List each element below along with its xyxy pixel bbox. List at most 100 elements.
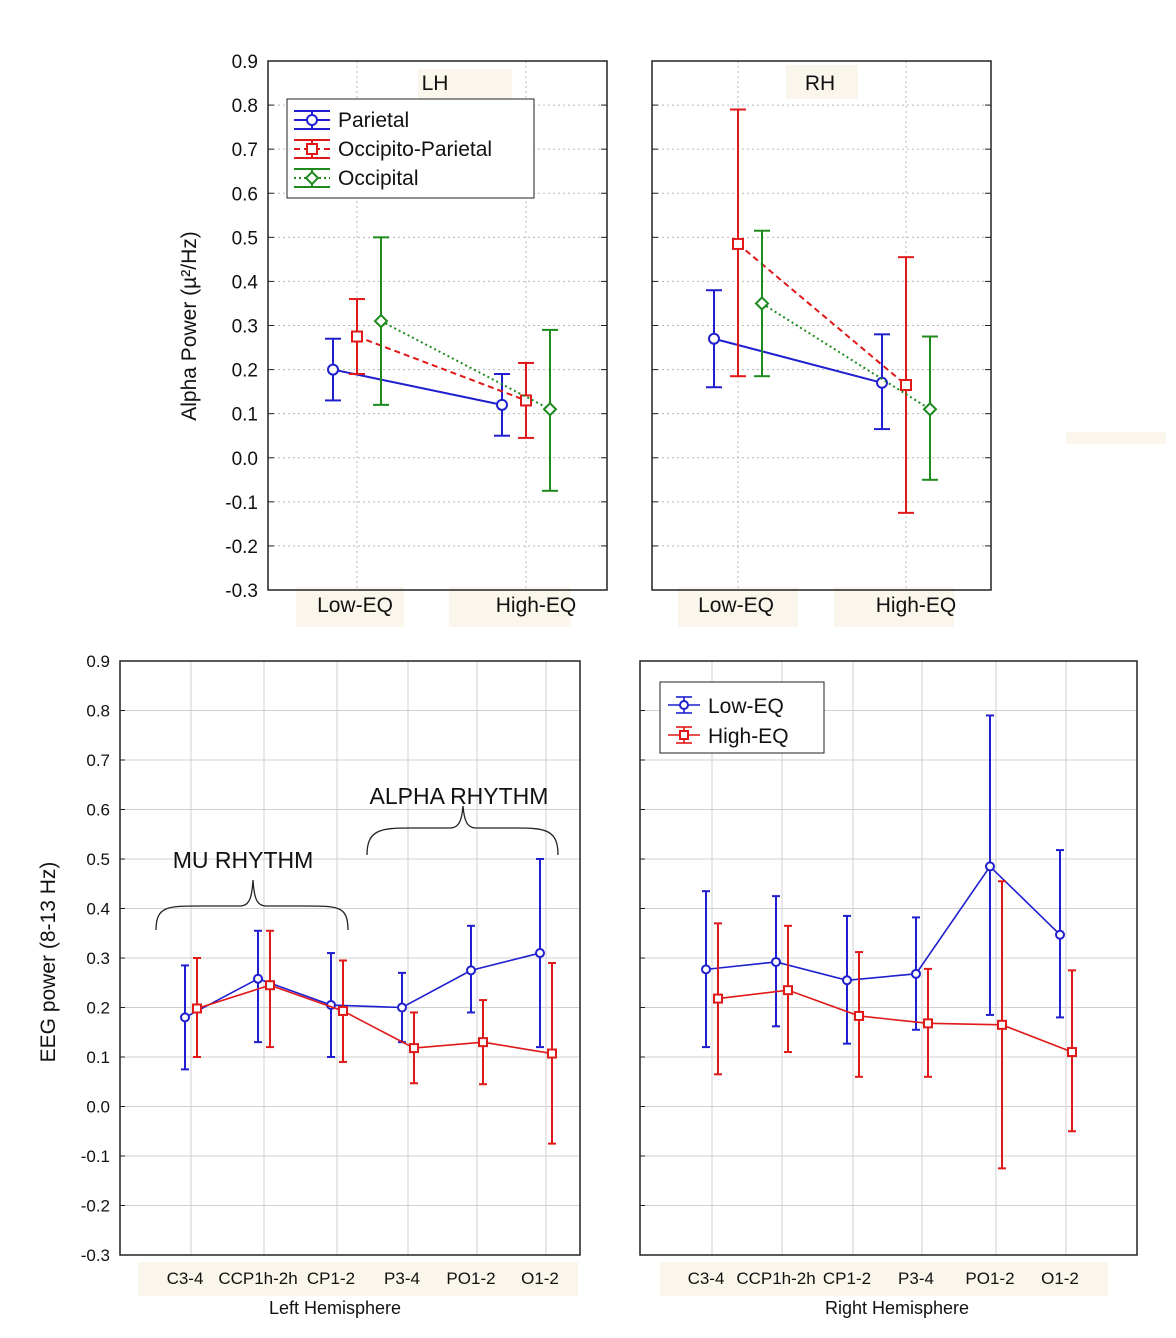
series-line: [380, 320, 551, 411]
panel-right-hemisphere: C3-4 CCP1h-2h CP1-2 P3-4 PO1-2 O1-2 Right Hemi…: [639, 660, 1138, 1318]
data-point: [922, 401, 938, 417]
legend-marker: [679, 700, 689, 710]
series-line: [761, 302, 931, 411]
data-point: [466, 965, 476, 976]
x-category-label: C3-4: [167, 1269, 204, 1288]
data-point: [911, 968, 921, 979]
data-point: [265, 980, 275, 991]
series-line: [713, 337, 883, 384]
y-tick-label: 0.4: [232, 272, 259, 293]
y-tick-label: 0.2: [232, 361, 258, 382]
x-axis-label: Right Hemisphere: [825, 1298, 969, 1318]
series-low-eq: [180, 858, 545, 1071]
y-tick-label: 0.1: [232, 405, 258, 426]
data-point: [923, 1018, 933, 1029]
x-category-label: CCP1h-2h: [736, 1269, 815, 1288]
series-occipito-parietal: [730, 108, 914, 514]
label-background: [418, 69, 512, 99]
legend-marker: [679, 730, 689, 740]
y-axis-label: Alpha Power (µ²/Hz): [178, 231, 201, 420]
series-line: [196, 984, 553, 1055]
legend-marker: [304, 170, 320, 186]
series-line: [705, 865, 1061, 982]
annotation-alpha-rhythm: ALPHA RHYTHM: [370, 783, 549, 809]
y-tick-label: -0.3: [225, 581, 258, 602]
y-tick-label: 0.7: [86, 751, 110, 770]
series-line: [356, 335, 527, 402]
y-tick-label: -0.3: [81, 1246, 110, 1265]
x-category-label: High-EQ: [876, 594, 957, 617]
y-tick-label: 0.5: [86, 850, 110, 869]
legend-label: Low-EQ: [708, 695, 784, 718]
x-axis-label: Left Hemisphere: [269, 1298, 401, 1318]
data-point: [771, 956, 781, 967]
label-background: [449, 587, 571, 627]
y-tick-label: 0.4: [86, 900, 110, 919]
series-parietal: [325, 337, 510, 437]
x-category-label: PO1-2: [965, 1269, 1014, 1288]
y-tick-label: 0.2: [86, 999, 110, 1018]
label-background: [138, 1262, 578, 1296]
legend-item: Occipito-Parietal: [294, 138, 492, 161]
y-tick-label: 0.1: [86, 1048, 110, 1067]
legend-item: High-EQ: [668, 725, 789, 748]
data-point: [478, 1037, 488, 1048]
series-parietal: [706, 289, 890, 431]
data-point: [842, 975, 852, 986]
y-axis-label: EEG power (8-13 Hz): [37, 862, 60, 1063]
y-tick-label: 0.8: [232, 96, 258, 117]
series-line: [737, 243, 907, 386]
x-category-label: C3-4: [688, 1269, 725, 1288]
data-point: [783, 985, 793, 996]
data-point: [854, 1010, 864, 1021]
label-background: [296, 587, 404, 627]
panel-title: RH: [805, 72, 835, 95]
series-low-eq: [701, 714, 1065, 1049]
label-background: [786, 65, 858, 99]
data-point: [985, 861, 995, 872]
data-point: [1055, 929, 1065, 940]
data-point: [373, 313, 389, 329]
x-category-label: O1-2: [1041, 1269, 1079, 1288]
y-tick-label: -0.1: [225, 493, 258, 514]
data-point: [754, 296, 770, 311]
y-tick-label: 0.5: [232, 228, 258, 249]
label-background: [834, 587, 954, 627]
data-point: [713, 993, 723, 1004]
y-tick-label: 0.3: [232, 317, 258, 338]
data-point: [708, 332, 720, 345]
x-category-label: O1-2: [521, 1269, 559, 1288]
annotations: MU RHYTHM ALPHA RHYTHM: [155, 783, 559, 931]
y-tick-label: 0.8: [86, 702, 110, 721]
legend-label: Occipito-Parietal: [338, 138, 492, 161]
y-tick-label: -0.1: [81, 1147, 110, 1166]
legend-label: Occipital: [338, 167, 419, 190]
legend-label: High-EQ: [708, 725, 789, 748]
x-category-label: P3-4: [898, 1269, 934, 1288]
y-tick-label: 0.6: [232, 184, 258, 205]
series-occipital: [754, 229, 938, 481]
x-category-label: High-EQ: [496, 594, 577, 617]
label-background: [660, 1262, 1108, 1296]
panel-title: LH: [422, 72, 449, 95]
data-point: [180, 1012, 190, 1023]
legend-item: Occipital: [294, 167, 419, 190]
x-category-label: Low-EQ: [698, 594, 774, 617]
data-point: [900, 379, 912, 392]
y-tick-label: 0.0: [232, 449, 258, 470]
label-background: [1066, 432, 1166, 444]
legend-item: Low-EQ: [668, 695, 784, 718]
data-point: [701, 964, 711, 975]
error-bar: [254, 929, 262, 1044]
x-category-label: P3-4: [384, 1269, 420, 1288]
legend-marker: [306, 114, 318, 126]
data-point: [520, 394, 532, 407]
data-point: [192, 1003, 202, 1014]
series-high-eq: [192, 929, 557, 1145]
bracket-alpha-rhythm: [366, 805, 559, 856]
x-category-label: Low-EQ: [317, 594, 393, 617]
data-point: [397, 1002, 407, 1013]
data-point: [732, 237, 744, 250]
y-tick-label: 0.9: [232, 52, 258, 73]
